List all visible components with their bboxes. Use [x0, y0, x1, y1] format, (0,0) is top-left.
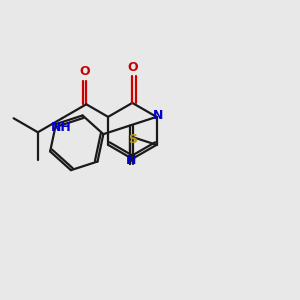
- Text: NH: NH: [51, 121, 72, 134]
- Text: O: O: [127, 61, 138, 74]
- Text: N: N: [126, 154, 136, 167]
- Text: O: O: [80, 65, 90, 78]
- Text: N: N: [152, 109, 163, 122]
- Text: S: S: [128, 133, 137, 146]
